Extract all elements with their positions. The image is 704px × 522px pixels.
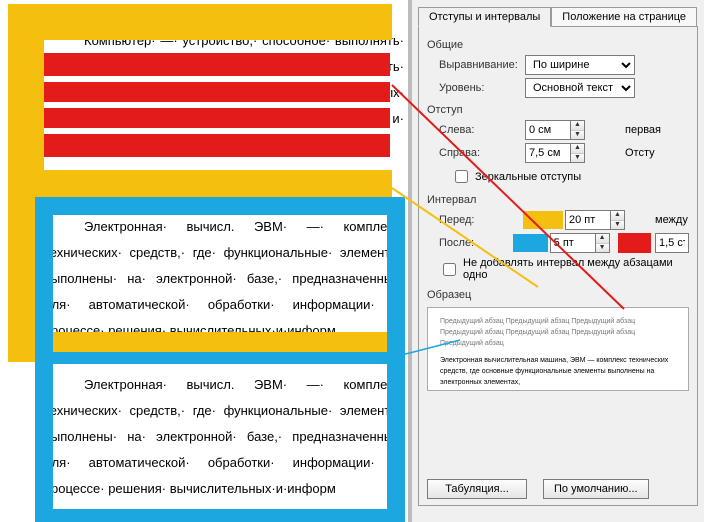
dialog-button-row: Табуляция... По умолчанию... [427,479,689,499]
paragraph-3: Электронная· вычисл. ЭВМ· —· комплекс· т… [44,372,404,502]
paragraph-2-text: Электронная· вычисл. ЭВМ· —· комплекс· т… [44,219,404,338]
linespacing-red-swatch [618,233,651,253]
section-general: Общие Выравнивание: По ширине Уровень: О… [427,39,689,98]
indent-by-label: Отсту [625,147,655,159]
general-title: Общие [427,39,689,51]
before-spin[interactable]: ▲▼ [565,210,625,230]
before-value[interactable] [566,211,610,229]
after-color-swatch [513,234,548,252]
level-label: Уровень: [439,82,525,94]
spin-up-icon[interactable]: ▲ [611,211,624,221]
sample-filler-top: Предыдущий абзац Предыдущий абзац Предыд… [440,316,676,349]
after-label: После: [439,237,515,249]
indent-left-spin[interactable]: ▲▼ [525,120,585,140]
document-area: Компьютер· —· устро́йство,· способное· в… [0,0,408,522]
mirror-label: Зеркальные отступы [475,171,581,183]
tab-position[interactable]: Положение на странице [551,7,697,27]
linespacing-value[interactable] [656,234,688,252]
spin-down-icon[interactable]: ▼ [571,154,584,163]
paragraph-3-text: Электронная· вычисл. ЭВМ· —· комплекс· т… [44,377,404,496]
paragraph-2: Электронная· вычисл. ЭВМ· —· комплекс· т… [44,214,404,344]
spin-down-icon[interactable]: ▼ [596,244,609,253]
after-value[interactable] [551,234,595,252]
interval-title: Интервал [427,194,689,206]
linespacing-spin[interactable] [655,233,689,253]
align-select[interactable]: По ширине [525,55,635,75]
paragraph-dialog: Отступы и интервалы Положение на страниц… [408,0,704,522]
spin-up-icon[interactable]: ▲ [596,234,609,244]
section-indent: Отступ Слева: ▲▼ первая Справа: ▲▼ [427,104,689,186]
mirror-checkbox[interactable] [455,170,468,183]
before-color-swatch [523,211,563,229]
align-label: Выравнивание: [439,59,525,71]
section-interval: Интервал Перед: ▲▼ между После: [427,194,689,281]
indent-right-spin[interactable]: ▲▼ [525,143,585,163]
section-sample: Образец Предыдущий абзац Предыдущий абза… [427,289,689,391]
tab-strip: Отступы и интервалы Положение на страниц… [418,6,698,26]
noadd-label: Не добавлять интервал между абзацами одн… [463,257,689,281]
indent-right-value[interactable] [526,144,570,162]
before-label: Перед: [439,214,525,226]
level-select[interactable]: Основной текст [525,78,635,98]
indent-title: Отступ [427,104,689,116]
tab-body: Общие Выравнивание: По ширине Уровень: О… [418,26,698,506]
first-line-label: первая [625,124,661,136]
spin-down-icon[interactable]: ▼ [571,131,584,140]
paragraph-1: Компьютер· —· устро́йство,· способное· в… [44,28,404,158]
indent-right-label: Справа: [439,147,525,159]
spin-up-icon[interactable]: ▲ [571,121,584,131]
spin-down-icon[interactable]: ▼ [611,221,624,230]
paragraph-1-text: Компьютер· —· устро́йство,· способное· в… [44,33,404,152]
noadd-checkbox[interactable] [443,263,456,276]
after-spin[interactable]: ▲▼ [550,233,610,253]
sample-preview: Предыдущий абзац Предыдущий абзац Предыд… [427,307,689,391]
indent-left-value[interactable] [526,121,570,139]
tab-indents[interactable]: Отступы и интервалы [418,7,551,27]
indent-left-label: Слева: [439,124,525,136]
spin-up-icon[interactable]: ▲ [571,144,584,154]
sample-title: Образец [427,289,689,301]
between-label: между [655,214,688,226]
default-button[interactable]: По умолчанию... [543,479,649,499]
sample-main-text: Электронная вычислительная машина, ЭВМ —… [440,355,676,388]
tabulation-button[interactable]: Табуляция... [427,479,527,499]
